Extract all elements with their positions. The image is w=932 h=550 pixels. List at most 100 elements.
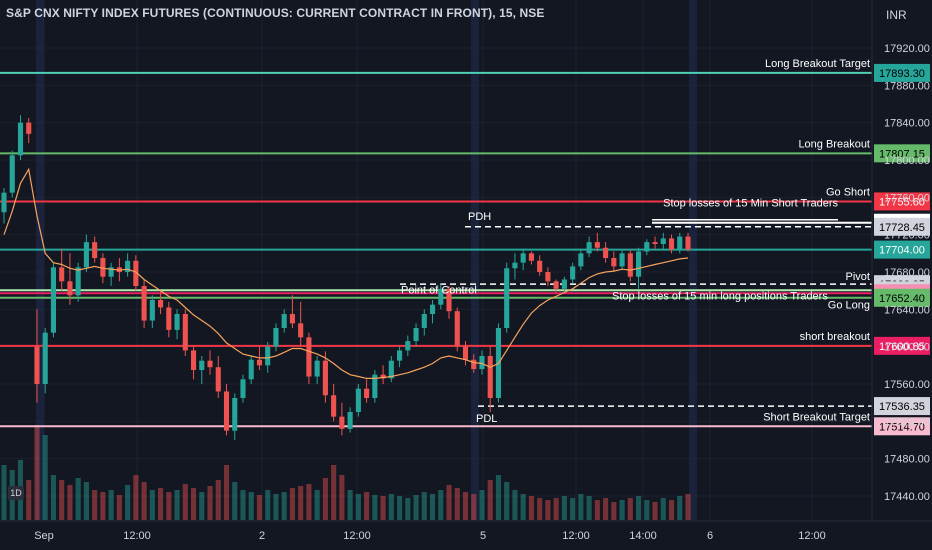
volume-bar — [67, 485, 73, 520]
volume-bar — [1, 465, 7, 520]
currency-label: INR — [886, 8, 907, 22]
candle-body — [199, 360, 205, 370]
volume-bar — [314, 490, 320, 520]
session-break-band — [689, 0, 697, 520]
candle-body — [594, 242, 600, 248]
candle-body — [586, 242, 592, 254]
price-badge-text: 17536.35 — [879, 401, 925, 413]
candle-body — [668, 238, 675, 250]
candle-body — [182, 314, 188, 351]
volume-bar — [504, 482, 510, 520]
volume-bar — [487, 480, 493, 520]
candle-body — [397, 350, 403, 361]
y-tick-label: 17920.00 — [884, 43, 930, 55]
price-badge — [874, 288, 930, 307]
candle-body — [59, 267, 65, 282]
volume-bar — [586, 496, 592, 520]
volume-bar — [223, 465, 230, 520]
volume-bar — [438, 490, 444, 520]
level-label: Short Breakout Target — [763, 411, 870, 423]
candle-body — [158, 300, 164, 308]
volume-bar — [364, 492, 370, 520]
candle-body — [190, 350, 197, 370]
session-breaks — [36, 0, 697, 520]
volume-bar — [215, 480, 221, 520]
volume-bar — [108, 490, 114, 520]
volume-bar — [619, 500, 625, 520]
level-labels: 17893.30 Long Breakout Target 17807.15 Long… — [468, 58, 930, 436]
volume-bar — [166, 492, 172, 520]
candle-body — [174, 314, 180, 330]
volume-bar — [553, 498, 559, 520]
time-axis[interactable]: Sep 12:00 2 12:00 5 12:00 14:00 6 12:00 — [0, 520, 932, 542]
candle-body — [281, 314, 287, 328]
volume-bar — [454, 488, 460, 520]
volume-bar — [42, 435, 48, 520]
annotations: Point of Control Stop losses of 15 min lo… — [401, 285, 828, 303]
y-tick-label: 17680.00 — [884, 267, 930, 279]
price-badge-text: 17755.60 — [879, 196, 925, 208]
volume-bar — [100, 492, 106, 520]
candle-body — [215, 367, 221, 392]
moving-average — [3, 167, 689, 379]
candle-body — [289, 314, 295, 324]
price-badge — [874, 240, 930, 259]
stop-long-label: Stop losses of 15 min long positions Tra… — [612, 291, 828, 303]
candle-body — [553, 281, 559, 289]
volume-bar — [248, 492, 254, 520]
volume-bar — [545, 500, 551, 520]
candle-body — [207, 360, 213, 368]
candle-body — [17, 122, 24, 156]
candle-body — [454, 311, 460, 347]
price-levels — [0, 71, 872, 428]
candle-body — [240, 379, 246, 398]
candle-body — [83, 242, 89, 268]
volume-bar — [256, 495, 263, 520]
y-tick-label: 17800.00 — [884, 155, 930, 167]
candle-body — [298, 323, 304, 338]
x-tick-label: 14:00 — [629, 530, 657, 542]
x-tick-label: 12:00 — [123, 530, 151, 542]
volume-bar — [116, 495, 122, 520]
volume-bar — [322, 478, 328, 520]
volume-bar — [141, 482, 147, 520]
x-tick-label: 2 — [259, 530, 265, 542]
x-tick-label: 5 — [480, 530, 486, 542]
volume-bar — [158, 488, 164, 520]
volume-bar — [512, 490, 518, 520]
volume-bar — [413, 495, 419, 520]
volume-bar — [355, 494, 361, 520]
level-label: PDH — [468, 211, 491, 223]
candle-body — [479, 356, 485, 370]
candle-body — [141, 286, 147, 321]
price-axis[interactable]: 17920.00 17880.00 17840.00 17800.00 17760.00… — [871, 0, 930, 521]
volume-bar — [273, 494, 279, 520]
volume-bar — [289, 488, 295, 520]
volume-bar — [446, 485, 452, 520]
level-label: PDL — [476, 413, 497, 425]
candle-body — [619, 253, 625, 267]
volume-bar — [570, 498, 576, 520]
volume-bar — [528, 496, 534, 520]
candle-body — [248, 359, 254, 380]
candle-body — [355, 388, 361, 412]
volume-bar — [668, 500, 675, 520]
interval-badge[interactable]: 1D — [8, 486, 24, 500]
volume-bar — [611, 502, 617, 520]
y-tick-label: 17640.00 — [884, 304, 930, 316]
y-tick-label: 17480.00 — [884, 454, 930, 466]
volume-bar — [660, 498, 666, 520]
candle-body — [462, 346, 469, 360]
candle-body — [364, 388, 370, 398]
price-badge — [874, 144, 930, 163]
candle-body — [570, 266, 576, 280]
candle-body — [380, 374, 386, 379]
level-label: Pivot — [846, 271, 870, 283]
y-tick-label: 17880.00 — [884, 80, 930, 92]
price-badge-text: 17600.85 — [879, 341, 925, 353]
price-badge — [874, 397, 930, 416]
candle-body — [405, 341, 411, 351]
x-tick-label: 12:00 — [798, 530, 826, 542]
volume-bar — [331, 465, 337, 520]
